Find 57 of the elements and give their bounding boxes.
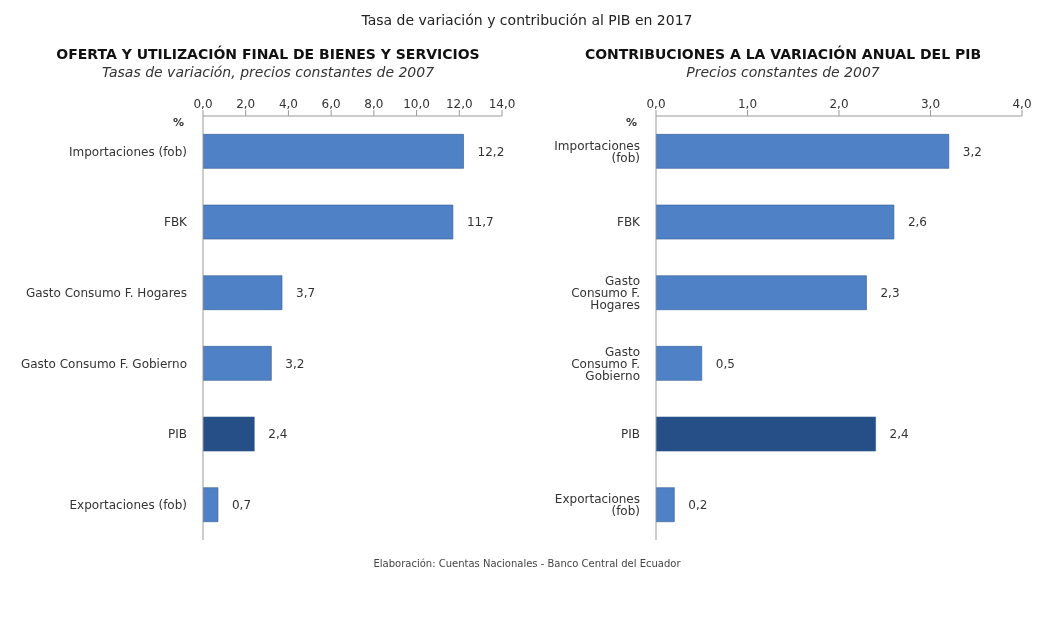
x-tick-label: 12,0 [445,97,473,111]
y-tick-label: FBK [163,215,189,230]
x-tick-label: 0,0 [193,97,213,111]
bar [203,275,283,311]
text: Tasa de variación y contribución al PIB en 2017 [360,11,694,30]
bar [656,346,703,381]
bar [203,416,255,452]
bar [656,204,895,240]
x-tick-label: 14,0 [488,97,516,111]
y-tick-label: Gasto Consumo F. Gobierno [20,356,187,371]
bar [203,134,464,169]
data-label: 3,2 [285,356,305,371]
x-tick-label: 0,0 [646,97,666,111]
bar [203,204,454,240]
chart-subtitle: Precios constantes de 2007 [685,64,881,80]
data-label: 3,2 [962,144,982,159]
y-tick-label: Exportaciones (fob) [554,491,640,518]
x-axis-title: % [173,116,185,129]
bar [656,275,867,311]
data-label: 3,7 [296,285,316,300]
bar [656,416,876,452]
data-label: 2,6 [907,215,927,230]
x-tick-label: 4,0 [1012,97,1032,111]
bar [656,134,950,169]
y-tick-label: FBK [616,215,642,230]
x-tick-label: 6,0 [321,97,341,111]
data-label: 0,5 [715,356,735,371]
text: Elaboración: Cuentas Nacionales - Banco Central del Ecuador [372,558,682,569]
x-tick-label: 10,0 [403,97,430,111]
x-tick-label: 2,0 [236,97,256,111]
x-axis-title: % [626,116,638,129]
data-label: 0,7 [231,497,252,512]
y-tick-label: Exportaciones (fob) [69,497,187,512]
bar [203,346,272,381]
data-label: 2,3 [880,285,900,300]
y-tick-label: Gasto Consumo F. Gobierno [571,344,640,383]
chart-subtitle: Tasas de variación, precios constantes de 2007 [100,64,436,80]
x-tick-label: 3,0 [920,97,941,111]
data-label: 0,2 [688,497,708,512]
bar [203,487,219,523]
data-label: 12,2 [477,144,505,159]
y-tick-label: Importaciones (fob) [68,144,187,159]
data-label: 2,4 [268,427,288,442]
data-label: 2,4 [889,427,909,442]
data-label: 11,7 [466,215,494,230]
y-tick-label: PIB [620,427,640,442]
y-tick-label: PIB [167,427,187,442]
bar [656,487,675,523]
x-tick-label: 2,0 [829,97,849,111]
chart-title: CONTRIBUCIONES A LA VARIACIÓN ANUAL DEL PIB [583,46,983,62]
x-tick-label: 1,0 [737,97,758,111]
y-tick-label: Gasto Consumo F. Hogares [25,285,187,300]
x-tick-label: 8,0 [364,97,384,111]
x-tick-label: 4,0 [278,97,298,111]
chart-title: OFERTA Y UTILIZACIÓN FINAL DE BIENES Y SERVICIOS [55,46,481,62]
y-tick-label: Importaciones (fob) [554,138,640,165]
y-tick-label: Gasto Consumo F. Hogares [571,273,640,312]
